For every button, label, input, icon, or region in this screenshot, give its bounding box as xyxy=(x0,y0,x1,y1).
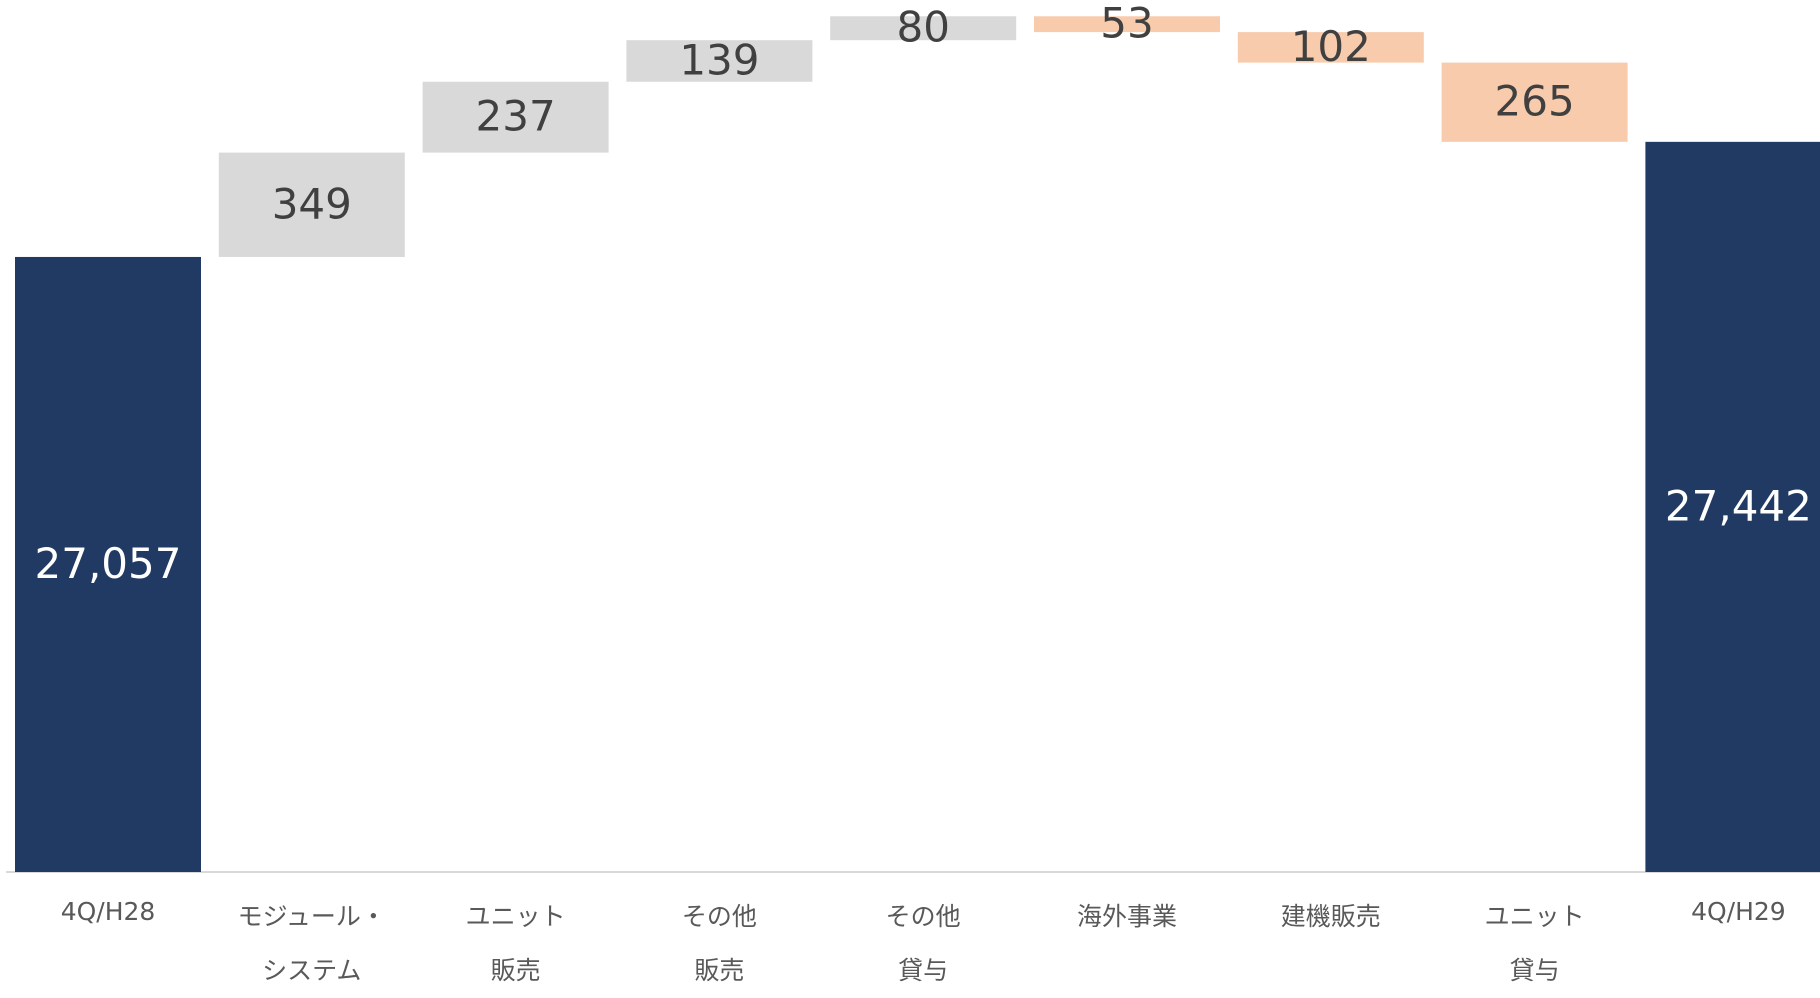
bar xyxy=(626,40,813,82)
data-label: 237 xyxy=(476,92,556,141)
x-tick-label: その他 貸与 xyxy=(885,902,961,985)
bar xyxy=(1034,16,1220,33)
bar xyxy=(1441,62,1628,142)
bar xyxy=(1645,141,1820,873)
x-tick-label: 4Q/H29 xyxy=(1691,897,1786,926)
bar xyxy=(1237,32,1424,63)
x-tick-label: ユニット 貸与 xyxy=(1484,902,1585,985)
data-label: 27,442 xyxy=(1665,481,1812,530)
data-label: 265 xyxy=(1495,77,1575,126)
bar xyxy=(218,152,405,257)
data-label: 53 xyxy=(1100,0,1153,48)
data-label: 102 xyxy=(1291,22,1371,71)
data-label: 139 xyxy=(679,35,759,84)
x-tick-label: 海外事業 xyxy=(1076,902,1177,931)
data-label: 27,057 xyxy=(35,539,182,588)
x-tick-label: ユニット 販売 xyxy=(465,902,566,985)
bar xyxy=(830,16,1017,41)
bar xyxy=(15,256,201,872)
x-tick-label: 建機販売 xyxy=(1280,902,1381,931)
bar xyxy=(422,81,609,153)
data-label: 80 xyxy=(896,3,949,52)
x-tick-label: モジュール・ システム xyxy=(237,902,386,985)
x-tick-label: その他 販売 xyxy=(681,902,757,985)
data-label: 349 xyxy=(272,179,352,228)
x-tick-label: 4Q/H28 xyxy=(60,897,156,926)
